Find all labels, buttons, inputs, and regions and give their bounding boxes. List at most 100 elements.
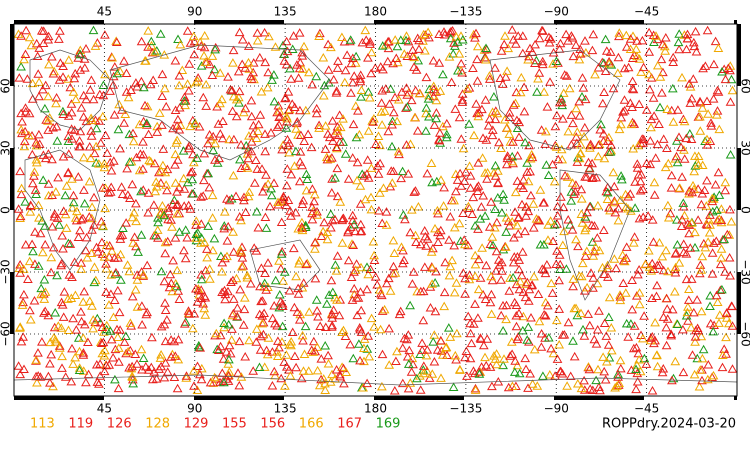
observation-marker: [123, 92, 134, 102]
lat-label-left: −60: [0, 321, 13, 346]
observation-marker: [719, 344, 730, 353]
observation-marker: [561, 71, 572, 80]
observation-marker: [130, 284, 141, 294]
observation-marker: [91, 141, 101, 151]
observation-marker: [535, 239, 546, 249]
observation-marker: [236, 248, 247, 257]
observation-marker: [606, 322, 617, 332]
observation-marker: [505, 351, 516, 360]
observation-marker: [14, 73, 25, 82]
observation-marker: [681, 274, 692, 284]
observation-marker: [99, 158, 110, 168]
observation-marker: [340, 65, 351, 75]
observation-marker: [608, 83, 619, 93]
observation-marker: [40, 287, 51, 296]
observation-marker: [213, 119, 224, 128]
observation-marker: [603, 272, 613, 281]
observation-marker: [193, 285, 204, 295]
observation-marker: [390, 35, 401, 44]
observation-marker: [82, 252, 93, 262]
observation-marker: [478, 340, 489, 350]
observation-marker: [558, 114, 568, 123]
observation-marker: [20, 239, 31, 249]
observation-marker: [330, 173, 340, 182]
observation-marker: [165, 269, 176, 279]
observation-marker: [462, 84, 473, 93]
observation-marker: [31, 38, 42, 48]
observation-marker: [259, 362, 270, 371]
observation-marker: [644, 47, 655, 56]
observation-marker: [183, 306, 194, 315]
observation-marker: [636, 67, 646, 76]
observation-marker: [580, 36, 590, 45]
observation-marker: [534, 33, 545, 43]
observation-marker: [255, 281, 265, 291]
coastline: [559, 169, 631, 301]
observation-marker: [183, 200, 194, 210]
observation-marker: [272, 320, 282, 330]
observation-marker: [335, 122, 346, 132]
observation-marker: [310, 237, 320, 247]
observation-marker: [33, 69, 44, 78]
observation-marker: [184, 309, 194, 318]
observation-marker: [569, 189, 579, 198]
observation-marker: [298, 195, 309, 205]
observation-marker: [76, 103, 87, 112]
observation-marker: [104, 240, 115, 250]
observation-marker: [397, 343, 408, 352]
observation-marker: [246, 137, 257, 146]
observation-marker: [668, 52, 679, 62]
observation-marker: [318, 90, 329, 100]
observation-marker: [511, 310, 522, 320]
observation-marker: [522, 335, 533, 344]
observation-marker: [446, 77, 457, 86]
observation-marker: [428, 55, 439, 65]
observation-marker: [270, 318, 280, 328]
observation-marker: [80, 245, 91, 255]
observation-marker: [85, 85, 96, 94]
observation-marker: [88, 94, 99, 104]
observation-marker: [114, 307, 125, 317]
observation-marker: [216, 251, 226, 260]
observation-marker: [242, 272, 253, 282]
observation-marker: [508, 272, 518, 282]
observation-marker: [490, 160, 501, 170]
observation-marker: [220, 294, 230, 304]
observation-marker: [33, 261, 44, 270]
lon-label-bottom: 90: [187, 402, 202, 416]
observation-marker: [193, 73, 203, 82]
observation-marker: [478, 289, 488, 299]
observation-marker: [159, 372, 170, 382]
observation-marker: [81, 377, 91, 387]
observation-marker: [98, 221, 108, 230]
observation-marker: [587, 45, 598, 55]
observation-marker: [415, 385, 426, 394]
observation-marker: [219, 285, 230, 295]
observation-marker: [594, 245, 605, 255]
observation-marker: [163, 206, 174, 216]
observation-marker: [99, 366, 110, 376]
observation-marker: [392, 346, 402, 356]
observation-marker: [690, 227, 700, 237]
lat-label-right: 0: [739, 206, 750, 214]
observation-marker: [136, 36, 147, 46]
observation-marker: [283, 87, 294, 96]
observation-marker: [335, 197, 346, 206]
observation-marker: [638, 184, 648, 194]
observation-marker: [512, 360, 523, 370]
observation-marker: [473, 158, 484, 167]
observation-marker: [485, 297, 496, 307]
observation-marker: [191, 216, 202, 225]
observation-marker: [658, 134, 669, 143]
observation-marker: [376, 98, 387, 107]
observation-marker: [170, 105, 181, 114]
observation-marker: [668, 57, 679, 66]
observation-marker: [47, 154, 57, 164]
observation-marker: [563, 317, 574, 327]
observation-marker: [282, 134, 293, 144]
observation-marker: [703, 359, 714, 369]
observation-marker: [466, 338, 477, 348]
observation-marker: [173, 286, 184, 295]
observation-marker: [522, 277, 533, 287]
observation-marker: [332, 63, 343, 72]
